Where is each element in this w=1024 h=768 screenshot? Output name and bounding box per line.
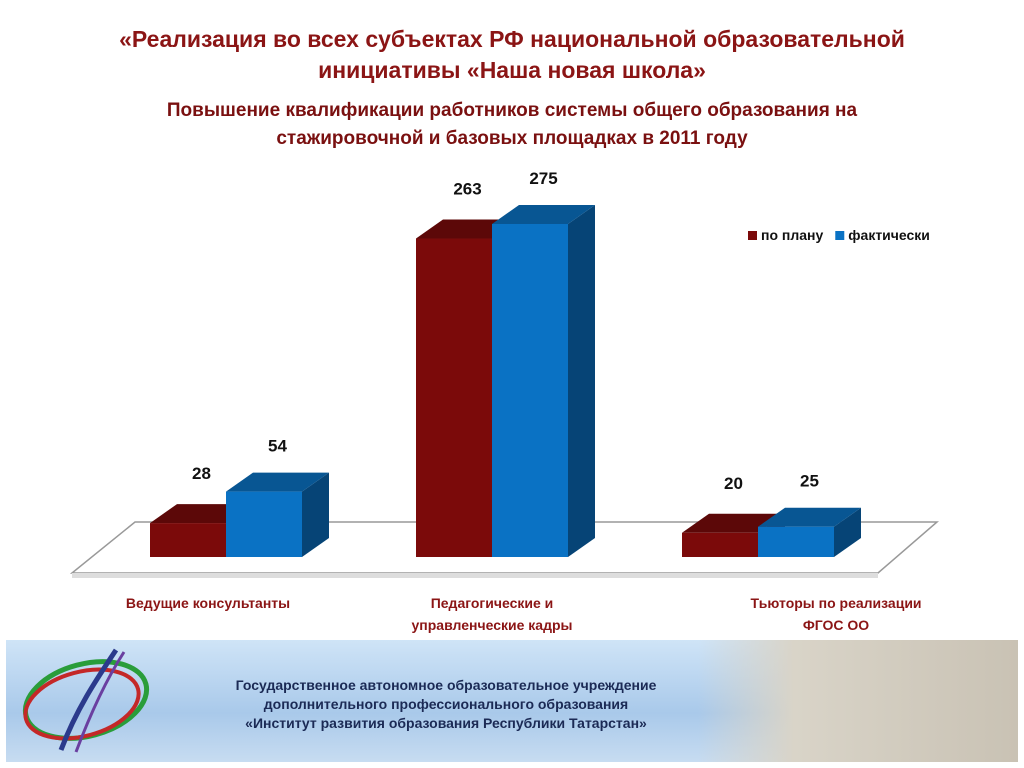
legend-label: по плану	[761, 227, 823, 243]
subtitle: Повышение квалификации работников систем…	[166, 100, 858, 149]
bar-top	[226, 472, 329, 492]
bar-top	[758, 507, 861, 527]
bar	[758, 507, 861, 557]
legend-swatch	[835, 231, 845, 240]
chart: 28 54 263 275 20 25 по плану фактически	[69, 169, 940, 578]
value-label: 28	[192, 464, 211, 483]
title: «Реализация во всех субъектах РФ национа…	[119, 26, 905, 83]
bar	[492, 204, 595, 557]
legend-swatch	[748, 231, 757, 240]
value-label: 20	[724, 474, 743, 493]
footer-text: Государственное автономное образовательн…	[156, 676, 736, 733]
bar-front	[682, 532, 758, 557]
category-label: Тьюторы по реализации ФГОС ОО	[750, 595, 922, 633]
bar-front	[492, 223, 568, 557]
category-label: Ведущие консультанты	[125, 595, 291, 611]
footer-line: Государственное автономное образовательн…	[235, 677, 657, 693]
bar-top	[492, 204, 595, 224]
bar-side	[834, 507, 861, 557]
value-label: 275	[529, 169, 557, 188]
building-photo	[698, 640, 1018, 762]
value-label: 25	[800, 472, 819, 491]
value-label: 54	[268, 437, 287, 456]
footer-line: дополнительного профессионального образо…	[263, 696, 629, 712]
bar-front	[226, 491, 302, 557]
bar	[226, 472, 329, 557]
bar-side	[302, 472, 329, 557]
value-label: 263	[453, 180, 481, 199]
footer: Государственное автономное образовательн…	[6, 640, 1018, 762]
bar-front	[150, 523, 226, 557]
bar-side	[568, 204, 595, 557]
floor-edge	[72, 573, 878, 578]
category-label: Педагогические и управленческие кадры	[411, 595, 573, 633]
logo	[22, 648, 150, 753]
bar-front	[416, 238, 492, 557]
legend-label: фактически	[848, 227, 930, 243]
bar-front	[758, 526, 834, 557]
footer-line: «Институт развития образования Республик…	[245, 715, 647, 731]
